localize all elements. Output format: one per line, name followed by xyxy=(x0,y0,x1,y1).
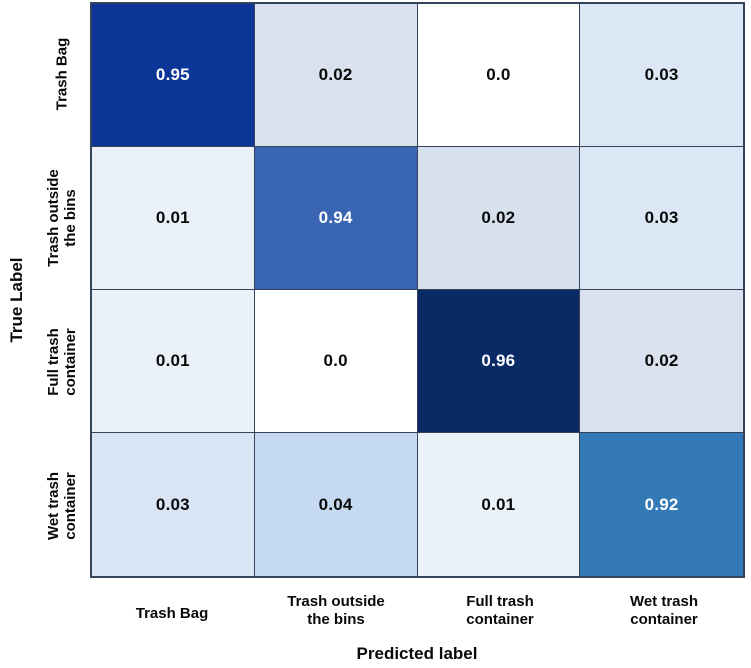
matrix-cell: 0.03 xyxy=(580,147,743,290)
matrix-cell: 0.92 xyxy=(580,433,743,576)
row-label-wet-trash-container: Wet trash container xyxy=(44,471,79,541)
col-label-wet-trash-container: Wet trash container xyxy=(629,593,699,628)
matrix-cell: 0.01 xyxy=(417,433,581,576)
matrix-cell: 0.01 xyxy=(92,290,255,433)
matrix-cell: 0.04 xyxy=(254,433,418,576)
row-label-full-trash-container: Full trash container xyxy=(44,328,79,396)
row-label-trash-outside-the-bins: Trash outside the bins xyxy=(44,169,79,267)
heatmap-grid: 0.95 0.02 0.0 0.03 0.01 0.94 0.02 0.03 0… xyxy=(90,2,745,578)
matrix-cell: 0.95 xyxy=(92,4,255,147)
col-label-trash-outside-the-bins: Trash outside the bins xyxy=(287,593,385,628)
matrix-cell: 0.03 xyxy=(92,433,255,576)
matrix-cell: 0.96 xyxy=(417,290,581,433)
matrix-cell: 0.02 xyxy=(580,290,743,433)
matrix-cell: 0.02 xyxy=(417,147,581,290)
matrix-cell: 0.03 xyxy=(580,4,743,147)
y-axis-title: True Label xyxy=(7,257,26,343)
matrix-cell: 0.0 xyxy=(417,4,581,147)
matrix-cell: 0.01 xyxy=(92,147,255,290)
row-label-trash-bag: Trash Bag xyxy=(53,37,71,111)
matrix-cell: 0.0 xyxy=(254,290,418,433)
matrix-cell: 0.94 xyxy=(254,147,418,290)
col-label-trash-bag: Trash Bag xyxy=(135,605,209,622)
col-label-full-trash-container: Full trash container xyxy=(466,593,534,628)
matrix-cell: 0.02 xyxy=(254,4,418,147)
x-axis-title: Predicted label xyxy=(356,644,478,663)
